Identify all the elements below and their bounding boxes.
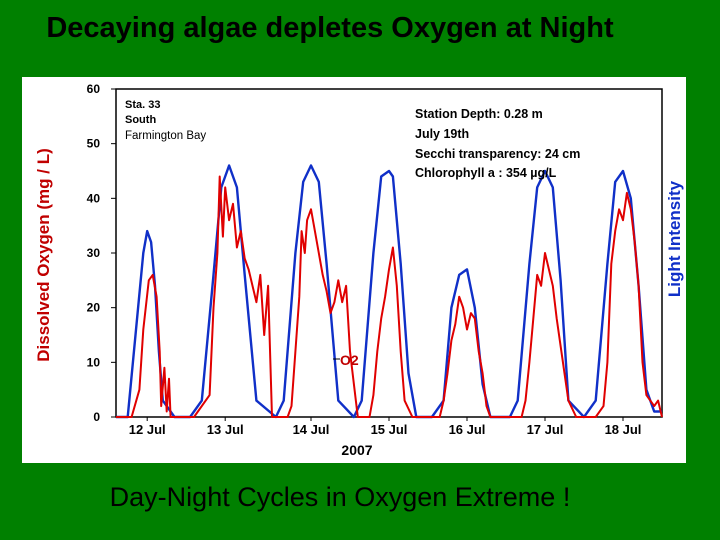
x-tick-label: 15 Jul (371, 422, 408, 437)
o2-series-label: O2 (333, 352, 359, 368)
oxygen-light-chart: 0 10 20 30 40 50 60 12 Jul 13 Jul 14 Jul 15 Jul 16… (34, 82, 684, 458)
x-axis-ticks: 12 Jul 13 Jul 14 Jul 15 Jul 16 Jul 17 Jul 18 J… (129, 417, 642, 437)
y-axis-label: Dissolved Oxygen (mg / L) (34, 148, 53, 362)
slide-title: Decaying algae depletes Oxygen at Night (46, 12, 614, 44)
x-tick-label: 14 Jul (293, 422, 330, 437)
station-line: Farmington Bay (125, 130, 206, 142)
info-annotation: Station Depth: 0.28 m July 19th Secchi t… (415, 107, 580, 180)
y-tick-label: 0 (93, 410, 100, 424)
info-line: Secchi transparency: 24 cm (415, 147, 580, 161)
x-tick-label: 13 Jul (207, 422, 244, 437)
station-annotation: Sta. 33 South Farmington Bay (125, 99, 206, 142)
x-tick-label: 16 Jul (449, 422, 486, 437)
light-intensity-series (116, 164, 662, 419)
y-tick-label: 10 (87, 355, 101, 369)
o2-label-text: O2 (340, 352, 359, 368)
station-line: Sta. 33 (125, 99, 160, 111)
info-line: Chlorophyll a : 354 µg/L (415, 166, 557, 180)
y-tick-label: 20 (87, 301, 101, 315)
x-axis-label: 2007 (341, 442, 372, 458)
x-tick-label: 18 Jul (605, 422, 642, 437)
slide-caption: Day-Night Cycles in Oxygen Extreme ! (109, 482, 571, 512)
x-tick-label: 12 Jul (129, 422, 166, 437)
y-tick-label: 40 (87, 191, 101, 205)
y-tick-label: 60 (87, 82, 101, 96)
y-tick-label: 50 (87, 137, 101, 151)
dissolved-oxygen-line (116, 175, 663, 418)
light-intensity-line (116, 164, 662, 419)
y2-axis-label: Light Intensity (665, 180, 684, 297)
info-line: July 19th (415, 127, 469, 141)
station-line: South (125, 114, 156, 126)
y-axis-ticks: 0 10 20 30 40 50 60 (87, 82, 116, 424)
info-line: Station Depth: 0.28 m (415, 107, 543, 121)
x-tick-label: 17 Jul (527, 422, 564, 437)
plot-frame (115, 88, 663, 418)
chart-panel: 0 10 20 30 40 50 60 12 Jul 13 Jul 14 Jul 15 Jul 16… (22, 77, 686, 463)
dissolved-oxygen-series (116, 175, 663, 418)
y-tick-label: 30 (87, 246, 101, 260)
